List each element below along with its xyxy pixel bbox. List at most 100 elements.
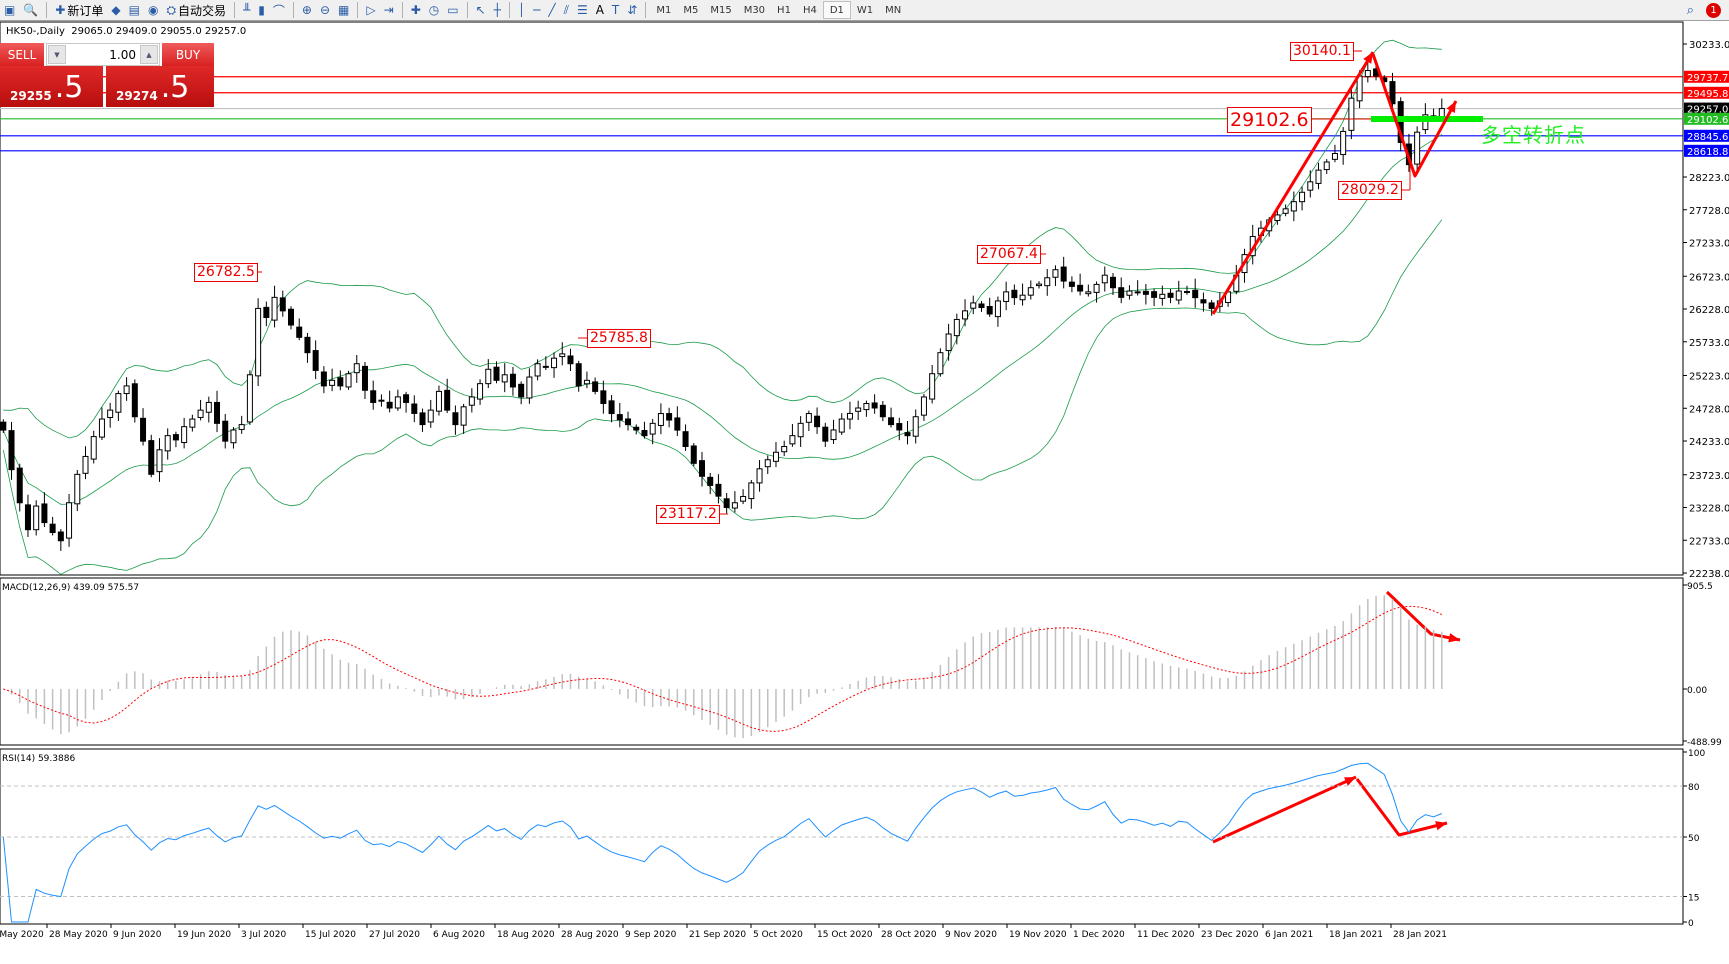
level-price-box [1684,112,1729,125]
candle-body [1044,277,1051,287]
candle-body [1175,290,1182,301]
bar-chart-button[interactable]: ╨ [239,1,254,20]
macd-arrow [1385,590,1461,642]
candle [608,395,615,423]
candle [1167,288,1174,304]
candle-body [518,383,525,398]
candle-body [493,366,500,381]
indicators-icon: ✚ [410,3,421,17]
rsi-arrow-up [1212,775,1357,844]
toolbar-separator [357,2,359,18]
pivot-zone-bar [1371,116,1483,122]
candle-body [1167,292,1174,298]
timeframe-h4[interactable]: H4 [802,4,817,16]
indicators-button[interactable]: ✚ [407,1,425,20]
chart-shift-button[interactable]: ⇥ [380,1,398,20]
price-label-30140: 30140.1 [1290,42,1354,61]
timeframe-h1[interactable]: H1 [777,4,791,16]
vertical-line-button[interactable]: │ [514,1,529,20]
candle-body [1364,70,1371,78]
timeframe-mn[interactable]: MN [885,4,902,16]
timeframe-m1[interactable]: M1 [656,4,672,16]
candle [1183,285,1190,295]
sell-button[interactable]: SELL [0,43,44,66]
candle [1175,280,1182,305]
signals-button[interactable]: ◉ [144,1,162,20]
candle-body [970,302,977,309]
lot-increase-button[interactable]: ▲ [140,45,158,64]
candle [1110,272,1116,295]
text-label-button[interactable]: T [608,1,623,20]
candlestick-button[interactable]: ▮ [254,1,269,20]
toolbar-label: A [595,3,604,17]
candle-body [485,368,492,385]
candle [164,428,171,460]
timeframe-m5[interactable]: M5 [683,4,699,16]
cursor-button[interactable]: ↖ [472,1,490,20]
candle [468,388,475,413]
candle-body [912,416,919,437]
crosshair-button[interactable]: ┼ [490,1,505,20]
toolbar: ▣ 🔍 ✚ 新订单 ◆ ▤ ◉ ⛭ 自动交易 ╨ ▮ ⌒ ⊕ ⊖ ▦ ▷ ⇥ ✚ ◷ ▭ ↖ ┼ │ ─ ╱ ⫽ ☰ A T ⇵ M1 M5 M… [0,0,1729,21]
periods-button[interactable]: ◷ [425,1,443,20]
candle-body [1307,181,1314,191]
autotrading-icon: ⛭ [166,2,177,17]
candle [1085,284,1092,297]
candle [345,370,352,390]
candle-body [296,326,303,338]
cursor-icon: ↖ [475,3,486,17]
fibonacci-button[interactable]: ☰ [573,1,592,20]
candle-body [600,390,607,404]
rsi-tick-label: 50 [1688,834,1700,844]
terminal-button[interactable]: ▤ [125,1,144,20]
chart-canvas[interactable]: 30233.0 28223.0 27728.0 27233.0 26723.0 26228… [0,21,1729,964]
rsi-tick-label: 15 [1688,894,1699,904]
vertical-line-icon: │ [517,3,526,17]
candle [501,363,508,393]
timeframe-m15[interactable]: M15 [710,4,732,16]
text-button[interactable]: A [592,1,608,20]
arrows-button[interactable]: ⇵ [623,1,641,20]
macd-signal-line [3,605,1443,732]
candle [123,377,130,401]
lot-size-input[interactable]: 1.00 [109,47,136,62]
line-chart-button[interactable]: ⌒ [269,1,289,20]
autotrading-button[interactable]: ⛭ 自动交易 [162,1,230,20]
metaeditor-button[interactable]: ◆ [107,1,124,20]
candle [0,419,7,434]
candle-body [748,482,755,500]
candle [690,443,697,467]
horizontal-line-button[interactable]: ─ [529,1,544,20]
notification-badge[interactable]: 1 [1706,3,1721,18]
chart-window-button[interactable]: ▣ [0,1,19,20]
timeframe-m30[interactable]: M30 [743,4,766,16]
buy-price-button[interactable]: 29274.5 [106,66,214,107]
new-order-button[interactable]: ✚ 新订单 [51,1,107,20]
lot-size-stepper[interactable]: ▼ 1.00 ▲ [46,43,160,66]
buy-button[interactable]: BUY [162,43,214,66]
chart-symbol-header: HK50-,Daily 29065.0 29409.0 29055.0 2925… [6,26,246,37]
equidistant-channel-button[interactable]: ⫽ [560,1,573,20]
toolbar-label: 新订单 [67,3,104,18]
timeframe-d1[interactable]: D1 [822,1,851,19]
sell-price-button[interactable]: 29255.5 [0,66,103,107]
search-icon[interactable]: ⌕ [1686,3,1694,18]
candle-body [230,429,237,444]
candle-body [904,432,911,437]
rsi-tick-label: 80 [1688,783,1700,793]
trendline-button[interactable]: ╱ [544,1,559,20]
zoom-in-button[interactable]: ⊕ [298,1,316,20]
candle [131,379,138,423]
zoom-navigator-button[interactable]: 🔍 [19,1,42,20]
candle [583,371,590,389]
candle-body [1282,208,1289,214]
tile-windows-button[interactable]: ▦ [334,1,353,20]
timeframe-w1[interactable]: W1 [856,4,874,16]
templates-button[interactable]: ▭ [443,1,462,20]
candle [1315,162,1322,190]
auto-scroll-button[interactable]: ▷ [362,1,379,20]
zoom-out-button[interactable]: ⊖ [316,1,334,20]
time-tick-label: 15 Oct 2020 [817,930,873,940]
candle-body [172,434,179,441]
lot-decrease-button[interactable]: ▼ [48,45,66,64]
